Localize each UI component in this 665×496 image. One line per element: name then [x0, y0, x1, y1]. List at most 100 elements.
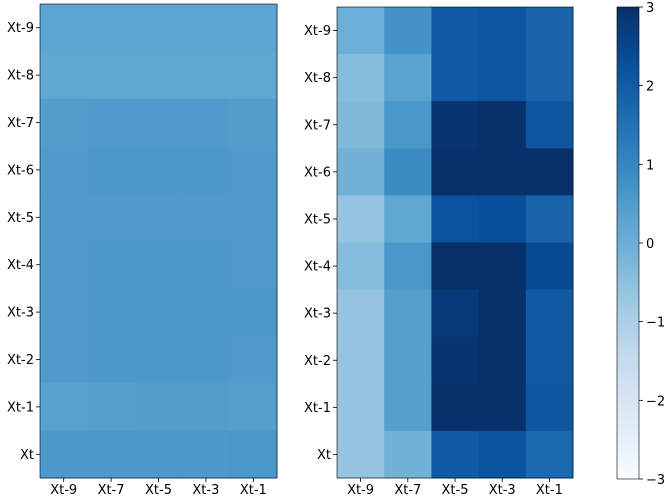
right-heatmap-cell	[337, 101, 385, 149]
left-heatmap-cell	[40, 383, 88, 432]
right-heatmap-cell	[431, 7, 480, 55]
left-heatmap-cell	[182, 383, 231, 432]
left-heatmap-cell	[134, 51, 183, 100]
right-heatmap-cell	[478, 289, 527, 338]
right-y-tick-label: Xt-2	[304, 354, 331, 369]
left-heatmap-cell	[134, 241, 183, 289]
right-heatmap-cell	[478, 242, 527, 291]
left-y-tick-label: Xt-2	[7, 353, 34, 368]
right-heatmap-cell	[431, 242, 480, 291]
left-heatmap-cell	[40, 335, 88, 384]
right-heatmap-cell	[525, 101, 574, 149]
left-heatmap-cell	[87, 51, 136, 100]
left-y-tick-label: Xt-7	[7, 116, 34, 131]
right-heatmap-cell	[337, 430, 385, 479]
right-y-tick-label: Xt-8	[304, 71, 331, 86]
right-heatmap-cell	[431, 148, 480, 196]
right-heatmap-cell	[525, 148, 574, 196]
colorbar-tick-label: 3	[646, 1, 654, 16]
left-heatmap-cell	[182, 98, 231, 147]
left-heatmap-cell	[229, 288, 278, 337]
right-heatmap-cell	[337, 7, 385, 55]
left-x-tick-label: Xt-7	[98, 483, 125, 496]
right-heatmap-cell	[384, 289, 432, 338]
right-heatmap-cell	[337, 242, 385, 291]
right-y-tick-label: Xt-1	[304, 401, 331, 416]
left-x-tick-label: Xt-3	[192, 483, 219, 496]
colorbar-tick-label: 1	[646, 158, 654, 173]
left-heatmap-cell	[40, 146, 88, 195]
right-x-tick-label: Xt-3	[489, 483, 516, 496]
left-y-tick-label: Xt-6	[7, 163, 34, 178]
left-heatmap-cell	[182, 193, 231, 242]
left-heatmap-cell	[87, 288, 136, 337]
left-heatmap-cell	[40, 4, 88, 52]
left-y-tick-label: Xt-9	[7, 21, 34, 36]
right-heatmap-cell	[525, 289, 574, 338]
right-heatmap-cell	[478, 148, 527, 196]
right-heatmap-cell	[384, 7, 432, 55]
right-heatmap-cell	[525, 430, 574, 479]
right-heatmap-cell	[525, 242, 574, 291]
left-heatmap-cell	[134, 383, 183, 432]
colorbar-tick-label: −3	[646, 473, 665, 488]
right-heatmap-cell	[337, 148, 385, 196]
right-y-tick-label: Xt-6	[304, 165, 331, 180]
right-y-tick-label: Xt-5	[304, 212, 331, 227]
left-heatmap-cell	[229, 241, 278, 289]
right-heatmap: Xt-9 Xt-8 Xt-7 Xt-6 Xt-5 Xt-4 Xt-3 Xt-2 Xt-1 Xt Xt…	[304, 6, 574, 496]
right-heatmap-cell	[384, 430, 432, 479]
right-heatmap-cell	[431, 289, 480, 338]
colorbar-gradient	[616, 6, 640, 480]
left-heatmap-cell	[40, 51, 88, 100]
right-heatmap-cell	[384, 101, 432, 149]
right-x-tick-label: Xt-1	[536, 483, 563, 496]
right-x-tick-label: Xt-9	[347, 483, 374, 496]
right-heatmap-cell	[384, 54, 432, 102]
right-heatmap-cell	[525, 195, 574, 243]
left-heatmap-cell	[40, 430, 88, 479]
left-heatmap-cell	[87, 383, 136, 432]
left-x-tick-label: Xt-1	[240, 483, 267, 496]
colorbar-tick-label: −1	[646, 316, 665, 331]
right-y-tick-label: Xt-4	[304, 260, 331, 275]
left-heatmap-cell	[134, 430, 183, 479]
left-y-tick-label: Xt-1	[7, 400, 34, 415]
left-heatmap-cell	[134, 4, 183, 52]
right-heatmap-cell	[525, 336, 574, 385]
left-x-tick-label: Xt-5	[145, 483, 172, 496]
right-heatmap-cell	[431, 336, 480, 385]
right-heatmap-cell	[337, 336, 385, 385]
left-heatmap-cell	[134, 288, 183, 337]
right-heatmap-cell	[384, 195, 432, 243]
right-heatmap-cell	[478, 383, 527, 432]
left-heatmap-cell	[87, 193, 136, 242]
right-heatmap-cell	[478, 195, 527, 243]
right-heatmap-cell	[431, 54, 480, 102]
left-x-tick-label: Xt-9	[50, 483, 77, 496]
right-heatmap-cell	[525, 54, 574, 102]
left-heatmap-cell	[134, 335, 183, 384]
left-heatmap-cell	[182, 146, 231, 195]
left-heatmap-cell	[229, 193, 278, 242]
left-y-tick-label: Xt-3	[7, 306, 34, 321]
right-heatmap-cell	[337, 195, 385, 243]
left-heatmap-cell	[87, 4, 136, 52]
left-heatmap-cell	[229, 51, 278, 100]
right-heatmap-cell	[431, 430, 480, 479]
left-heatmap-cell	[182, 241, 231, 289]
left-heatmap-cell	[40, 288, 88, 337]
left-y-tick-label: Xt-8	[7, 69, 34, 84]
right-heatmap-cell	[384, 242, 432, 291]
right-heatmap-cell	[384, 336, 432, 385]
left-heatmap-cell	[40, 193, 88, 242]
right-heatmap-cell	[525, 383, 574, 432]
colorbar-tick-label: 2	[646, 80, 654, 95]
left-y-tick-label: Xt	[20, 448, 34, 463]
left-heatmap-cell	[229, 146, 278, 195]
left-heatmap: Xt-9 Xt-8 Xt-7 Xt-6 Xt-5 Xt-4 Xt-3 Xt-2 Xt-1 Xt Xt…	[7, 3, 278, 496]
left-heatmap-cell	[229, 98, 278, 147]
right-heatmap-cell	[478, 7, 527, 55]
left-heatmap-cell	[87, 146, 136, 195]
left-heatmap-cell	[40, 98, 88, 147]
